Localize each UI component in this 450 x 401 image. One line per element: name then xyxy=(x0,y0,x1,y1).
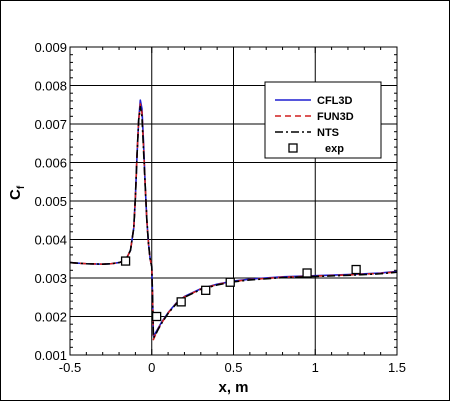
legend: CFL3D FUN3D NTS exp xyxy=(264,81,382,159)
legend-swatch-exp xyxy=(288,143,298,153)
exp-data-point xyxy=(152,311,162,322)
marker-layer xyxy=(120,256,361,322)
y-tick-label: 0.007 xyxy=(34,117,67,132)
y-tick-label: 0.002 xyxy=(34,310,67,325)
legend-box xyxy=(264,81,382,159)
y-axis-label-main: C xyxy=(7,189,24,200)
exp-data-point xyxy=(120,256,131,266)
y-tick-label: 0.006 xyxy=(34,156,67,171)
x-tick-label: 0.5 xyxy=(224,360,242,375)
exp-data-point xyxy=(351,264,361,275)
legend-label-fun3d: FUN3D xyxy=(317,111,354,123)
tick-labels: -0.5 0 0.5 1 1.5 0.001 0.002 0.003 0.004 0.005 0.0… xyxy=(34,40,406,375)
axis-ticks xyxy=(69,46,398,356)
exp-data-point xyxy=(176,297,186,307)
y-tick-label: 0.004 xyxy=(34,233,67,248)
y-axis-label-subscript: f xyxy=(16,185,27,189)
y-tick-label: 0.003 xyxy=(34,271,67,286)
legend-label-cfl3d: CFL3D xyxy=(317,95,353,107)
grid xyxy=(70,47,397,355)
y-tick-label: 0.005 xyxy=(34,194,67,209)
x-axis-label: x, m xyxy=(218,379,248,396)
y-axis-label: Cf xyxy=(7,185,27,200)
x-tick-label: 1.5 xyxy=(388,360,406,375)
series-line-nts xyxy=(69,105,398,339)
exp-data-point xyxy=(302,268,312,278)
x-tick-label: -0.5 xyxy=(59,360,81,375)
exp-data-point xyxy=(225,277,235,287)
x-tick-label: 1 xyxy=(312,360,319,375)
series-layer xyxy=(69,99,398,341)
legend-label-exp: exp xyxy=(325,143,344,155)
y-tick-label: 0.009 xyxy=(34,40,67,55)
legend-label-nts: NTS xyxy=(317,127,339,139)
x-tick-label: 0 xyxy=(148,360,155,375)
exp-data-point xyxy=(201,285,211,295)
y-tick-label: 0.001 xyxy=(34,348,67,363)
y-tick-label: 0.008 xyxy=(34,79,67,94)
